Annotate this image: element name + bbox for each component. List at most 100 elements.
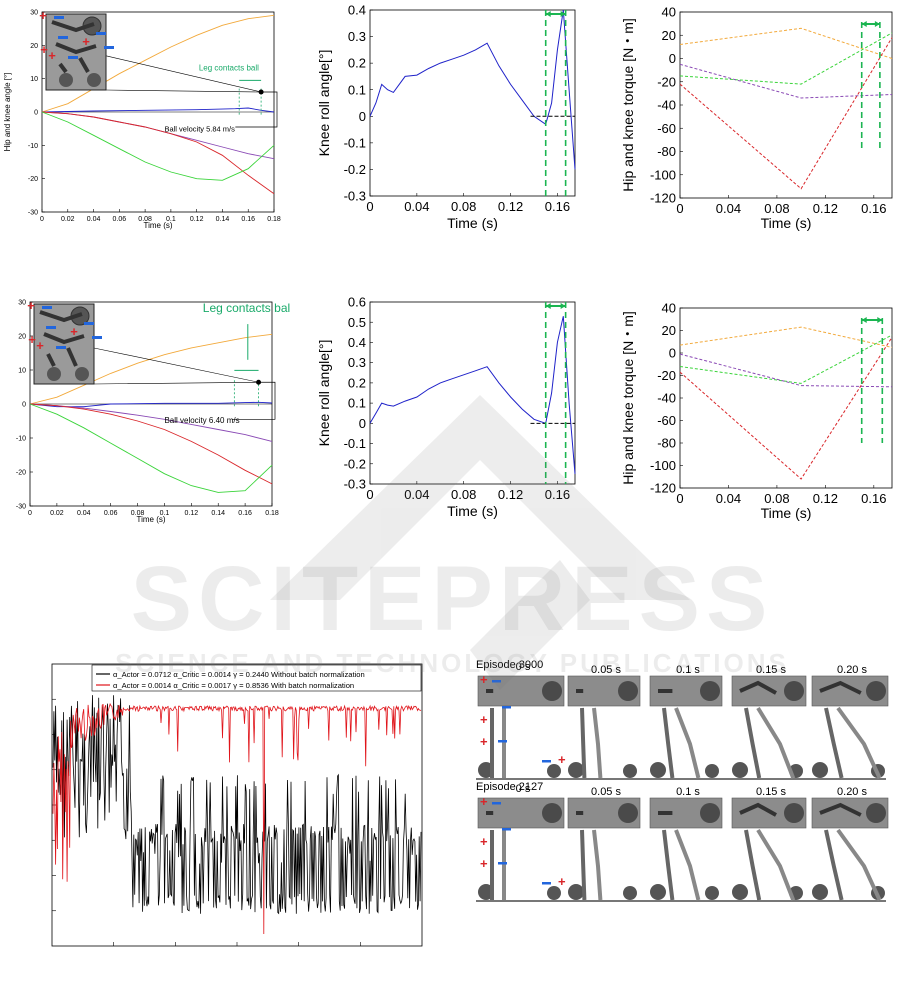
y-tick-label: -120 <box>650 481 676 496</box>
plus-marker: + <box>82 34 90 49</box>
x-tick-label: 0.04 <box>77 510 91 517</box>
x-tick-label: 0.08 <box>451 199 476 214</box>
top-view-ball <box>542 803 562 823</box>
x-tick-label: 0 <box>676 491 683 506</box>
plus-marker: + <box>28 332 36 347</box>
leg-schematic-inset: ++++ <box>39 8 114 91</box>
plus-marker: + <box>480 672 488 687</box>
x-tick-label: 0.04 <box>87 216 101 223</box>
series-without-batch-norm <box>52 695 422 915</box>
legend-label: α_Actor = 0.0014 α_Critic = 0.0017 γ = 0… <box>113 681 354 690</box>
y-tick-label: 0.4 <box>348 335 366 350</box>
roll-plot-2: 0.60.50.40.30.20.10-0.1-0.2-0.30 0.04 0.08… <box>316 295 576 519</box>
plus-marker: + <box>558 752 566 767</box>
series-with-batch-norm <box>52 702 422 935</box>
training-curve-chart: α_Actor = 0.0712 α_Critic = 0.0014 γ = 0… <box>51 663 423 947</box>
y-tick-label: 20 <box>30 43 38 50</box>
side-view-leg-2 <box>756 706 796 779</box>
plus-marker: + <box>70 324 78 339</box>
plus-marker: + <box>40 42 48 57</box>
side-view-ball-left <box>732 762 748 778</box>
side-view-ball-left <box>732 884 748 900</box>
side-view-leg-1 <box>580 829 587 901</box>
y-tick-label: 20 <box>18 333 26 340</box>
episode-label: Episode 2127 <box>476 781 543 793</box>
y-tick-label: 0 <box>669 51 676 66</box>
x-tick-label: 0.12 <box>498 199 523 214</box>
velocity-bracket <box>231 381 276 420</box>
side-view-ball-left <box>568 884 584 900</box>
y-tick-label: -60 <box>657 121 676 136</box>
x-tick-label: 0.14 <box>211 510 225 517</box>
top-view-ball <box>784 803 804 823</box>
side-view-leg-2 <box>674 829 701 901</box>
minus-marker <box>542 760 551 763</box>
time-label: 0.1 s <box>676 664 700 676</box>
x-tick-label: 0.16 <box>241 216 255 223</box>
minus-marker <box>502 828 511 831</box>
plus-marker: + <box>480 834 488 849</box>
knee-roll-series <box>369 316 576 474</box>
y-tick-label: -0.3 <box>344 189 366 204</box>
y-tick-label: -60 <box>657 413 676 428</box>
side-view-ball-right <box>623 886 637 900</box>
x-tick-label: 0.06 <box>104 510 118 517</box>
y-tick-label: -40 <box>657 391 676 406</box>
inset-leg-2 <box>43 332 85 345</box>
inset-leg-1 <box>39 310 83 323</box>
inset-ball-right <box>87 73 101 87</box>
side-view-ball-right <box>705 764 719 778</box>
plus-marker: + <box>27 298 35 313</box>
y-tick-label: 10 <box>18 367 26 374</box>
x-tick-label: 0.06 <box>113 216 127 223</box>
y-tick-label: -10 <box>16 435 26 442</box>
y-tick-label: 0.1 <box>348 82 366 97</box>
inset-leg-4 <box>66 347 78 367</box>
minus-marker <box>492 802 501 805</box>
y-tick-label: 0.4 <box>348 3 366 18</box>
x-tick-label: 0.12 <box>190 216 204 223</box>
plus-marker: + <box>480 734 488 749</box>
x-tick-label: 0.04 <box>716 201 741 216</box>
top-view-leg <box>739 680 777 695</box>
torque-series-purple <box>679 353 893 388</box>
side-view-ball-right <box>705 886 719 900</box>
top-view-leg <box>819 802 862 817</box>
side-view-leg-2 <box>674 707 701 779</box>
x-axis-label: Time (s) <box>761 505 812 521</box>
x-tick-label: 0.16 <box>545 487 570 502</box>
y-tick-label: -120 <box>650 191 676 206</box>
x-axis-label: Time (s) <box>143 221 172 230</box>
y-axis-label: Knee roll angle[°] <box>316 340 332 447</box>
y-tick-label: 0 <box>359 416 366 431</box>
x-axis-label: Time (s) <box>447 503 498 519</box>
inset-ball-left <box>47 367 61 381</box>
x-tick-label: 0.16 <box>545 199 570 214</box>
x-tick-label: 0 <box>40 216 44 223</box>
y-axis-label: Hip and knee torque [N・m] <box>620 311 636 485</box>
y-axis-label: Hip and knee torque [N・m] <box>620 18 636 192</box>
minus-marker <box>68 56 78 59</box>
roll-plot-1: 0.40.30.20.10-0.1-0.2-0.30 0.04 0.08 0.12 0.… <box>316 3 576 231</box>
x-tick-label: 0.14 <box>216 216 230 223</box>
x-tick-label: 0.02 <box>61 216 75 223</box>
x-tick-label: 0.12 <box>185 510 199 517</box>
angle-series-purple <box>29 403 273 442</box>
y-tick-label: 0.1 <box>348 396 366 411</box>
angle-series-blue <box>29 401 273 408</box>
plus-marker: + <box>558 874 566 889</box>
angle-series-green <box>29 403 273 493</box>
x-tick-label: 0.08 <box>764 491 789 506</box>
inset-leg-1 <box>51 20 95 33</box>
side-view-leg-1 <box>824 707 844 779</box>
inset-leg-3 <box>58 62 68 74</box>
x-axis-label: Time (s) <box>136 515 165 524</box>
side-view-ball-right <box>547 764 561 778</box>
side-view-leg-2 <box>836 706 882 779</box>
side-view-leg-2 <box>592 707 603 779</box>
y-tick-label: -100 <box>650 458 676 473</box>
plus-marker: + <box>480 712 488 727</box>
